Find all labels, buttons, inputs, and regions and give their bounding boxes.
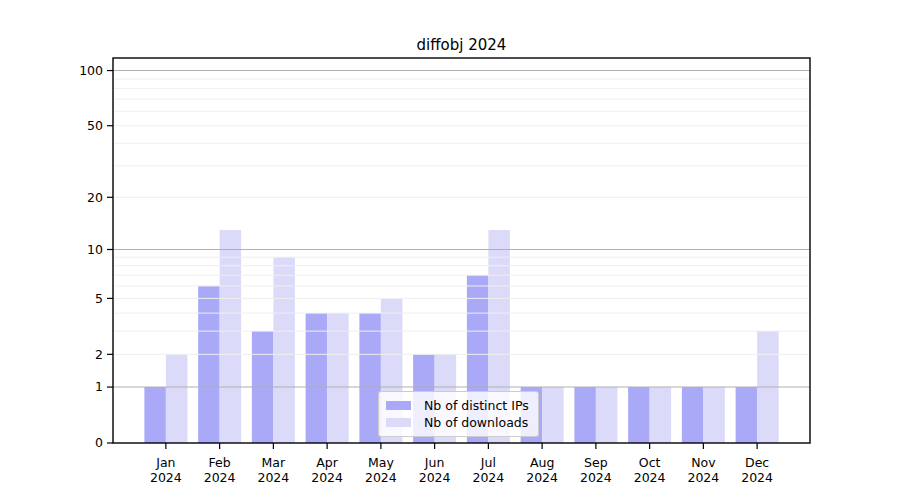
bar-downloads-apr (327, 313, 349, 443)
x-tick-label-year: 2024 (687, 470, 719, 485)
x-tick-label-year: 2024 (311, 470, 343, 485)
y-tick-label: 0 (95, 435, 103, 450)
bar-ips-dec (736, 387, 758, 443)
bar-downloads-aug (542, 387, 564, 443)
x-tick-label-year: 2024 (472, 470, 504, 485)
x-tick-label-month: Jun (424, 455, 445, 470)
x-tick-label-month: Dec (745, 455, 769, 470)
bar-ips-oct (628, 387, 650, 443)
legend-swatch-downloads (386, 418, 411, 427)
legend: Nb of distinct IPs Nb of downloads (378, 391, 539, 437)
x-tick-label-year: 2024 (419, 470, 451, 485)
y-tick-label: 2 (95, 347, 103, 362)
y-tick-label: 5 (95, 291, 103, 306)
bar-ips-feb (198, 286, 220, 443)
bar-ips-nov (682, 387, 704, 443)
x-tick-label-month: Aug (530, 455, 554, 470)
y-tick-label: 50 (87, 118, 103, 133)
y-tick-label: 1 (95, 379, 103, 394)
x-tick-label-year: 2024 (365, 470, 397, 485)
x-tick-label-year: 2024 (580, 470, 612, 485)
legend-label: Nb of downloads (424, 414, 528, 431)
bar-ips-jan (144, 387, 166, 443)
y-tick-label: 10 (87, 242, 103, 257)
x-tick-label-month: Oct (639, 455, 661, 470)
x-tick-label-month: Nov (691, 455, 716, 470)
x-tick-label-year: 2024 (526, 470, 558, 485)
chart-title: diffobj 2024 (113, 36, 810, 54)
y-tick-label: 20 (87, 190, 103, 205)
x-tick-label-month: Mar (262, 455, 286, 470)
bar-ips-sep (574, 387, 596, 443)
bar-downloads-jan (166, 354, 188, 443)
bar-downloads-feb (220, 230, 242, 443)
chart: 0125102050100Jan2024Feb2024Mar2024Apr202… (0, 0, 900, 500)
x-tick-label-month: Jan (155, 455, 175, 470)
bar-downloads-mar (273, 257, 295, 443)
bar-downloads-oct (650, 387, 672, 443)
y-tick-label: 100 (79, 63, 103, 78)
legend-label: Nb of distinct IPs (424, 397, 529, 414)
x-tick-label-year: 2024 (204, 470, 236, 485)
x-tick-label-month: Jul (480, 455, 496, 470)
x-tick-label-year: 2024 (741, 470, 773, 485)
bar-ips-apr (306, 313, 328, 443)
x-tick-label-year: 2024 (257, 470, 289, 485)
legend-item: Nb of downloads (386, 414, 529, 431)
legend-swatch-distinct-ips (386, 401, 411, 410)
bar-downloads-sep (596, 387, 618, 443)
bar-downloads-nov (703, 387, 725, 443)
x-tick-label-year: 2024 (634, 470, 666, 485)
x-tick-label-month: May (368, 455, 394, 470)
x-tick-label-month: Feb (209, 455, 231, 470)
legend-item: Nb of distinct IPs (386, 397, 529, 414)
x-tick-label-year: 2024 (150, 470, 182, 485)
x-tick-label-month: Sep (584, 455, 608, 470)
x-tick-label-month: Apr (316, 455, 338, 470)
